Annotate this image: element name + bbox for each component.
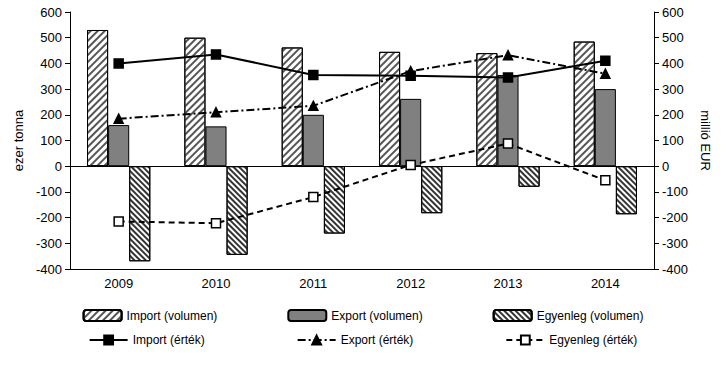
svg-text:200: 200 bbox=[662, 107, 684, 122]
svg-text:millió EUR: millió EUR bbox=[698, 110, 713, 171]
svg-text:-300: -300 bbox=[36, 236, 62, 251]
svg-text:500: 500 bbox=[662, 30, 684, 45]
svg-text:Egyenleg (volumen): Egyenleg (volumen) bbox=[537, 309, 644, 323]
svg-text:600: 600 bbox=[40, 5, 62, 20]
svg-text:300: 300 bbox=[40, 82, 62, 97]
svg-text:100: 100 bbox=[40, 133, 62, 148]
svg-text:100: 100 bbox=[662, 133, 684, 148]
svg-text:2012: 2012 bbox=[396, 276, 425, 291]
svg-text:2009: 2009 bbox=[104, 276, 133, 291]
svg-text:Egyenleg (érték): Egyenleg (érték) bbox=[549, 333, 637, 347]
svg-text:300: 300 bbox=[662, 82, 684, 97]
svg-text:-200: -200 bbox=[36, 210, 62, 225]
svg-text:600: 600 bbox=[662, 5, 684, 20]
svg-text:400: 400 bbox=[40, 56, 62, 71]
svg-text:-100: -100 bbox=[36, 184, 62, 199]
svg-text:-100: -100 bbox=[662, 184, 688, 199]
svg-text:2014: 2014 bbox=[591, 276, 620, 291]
svg-text:2011: 2011 bbox=[299, 276, 327, 291]
svg-text:500: 500 bbox=[40, 30, 62, 45]
svg-text:2010: 2010 bbox=[202, 276, 231, 291]
svg-text:Import (volumen): Import (volumen) bbox=[127, 309, 218, 323]
svg-text:0: 0 bbox=[55, 159, 62, 174]
svg-text:-400: -400 bbox=[662, 262, 688, 277]
svg-text:-400: -400 bbox=[36, 262, 62, 277]
svg-text:Import (érték): Import (érték) bbox=[133, 333, 205, 347]
svg-text:Export (érték): Export (érték) bbox=[341, 333, 414, 347]
svg-text:2013: 2013 bbox=[494, 276, 523, 291]
svg-text:Export (volumen): Export (volumen) bbox=[331, 309, 422, 323]
svg-text:0: 0 bbox=[662, 159, 669, 174]
svg-text:-200: -200 bbox=[662, 210, 688, 225]
svg-text:400: 400 bbox=[662, 56, 684, 71]
svg-text:200: 200 bbox=[40, 107, 62, 122]
svg-text:-300: -300 bbox=[662, 236, 688, 251]
svg-text:ezer tonna: ezer tonna bbox=[11, 109, 26, 171]
